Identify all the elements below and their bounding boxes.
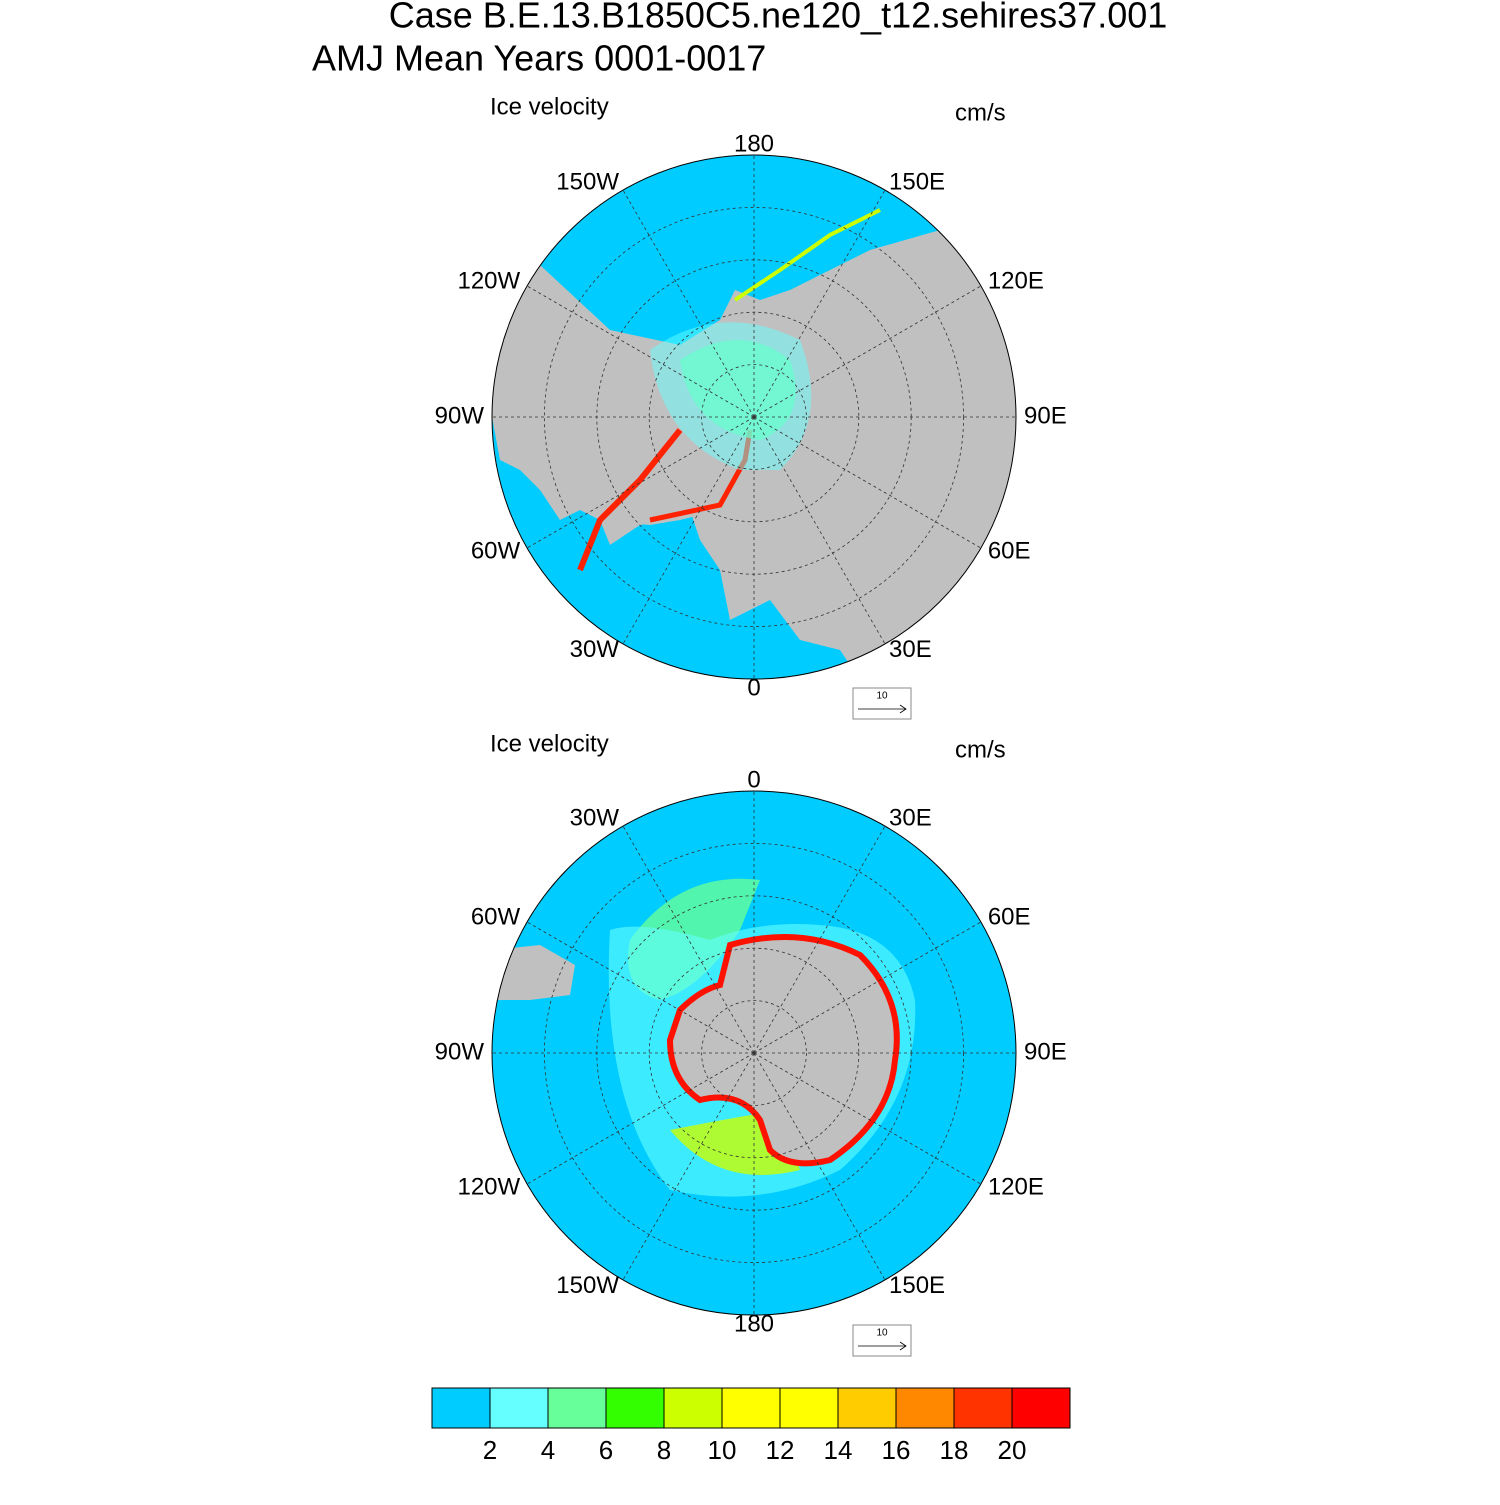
- lon-label: 120E: [988, 1173, 1044, 1200]
- graticule: 0 30E 60E 90E 120E 150E 180 150W 120W 90W 60W 30W: [435, 766, 1067, 1337]
- meridian: [753, 416, 886, 645]
- meridian: [622, 825, 755, 1054]
- meridian: [753, 1052, 982, 1185]
- meridian: [753, 825, 886, 1054]
- colorbar-label: 14: [824, 1435, 853, 1465]
- lon-label: 30W: [570, 805, 620, 832]
- meridian: [622, 1052, 755, 1281]
- latitude-ring: [544, 843, 965, 1264]
- meridian: [526, 285, 755, 418]
- colorbar-box: [895, 1387, 955, 1429]
- meridian: [526, 416, 755, 549]
- ice-field: [650, 322, 812, 470]
- meridian: [753, 416, 982, 549]
- colorbar-label: 8: [657, 1435, 671, 1465]
- units: cm/s: [955, 736, 1006, 763]
- panel-title: Ice velocity: [490, 93, 609, 120]
- lon-label: 150E: [889, 169, 945, 196]
- meridian: [622, 416, 755, 645]
- colorbar-label: 4: [541, 1435, 555, 1465]
- latitude-ring: [701, 1000, 807, 1106]
- colorbar-label: 16: [882, 1435, 911, 1465]
- lon-label: 60W: [471, 903, 521, 930]
- lon-label: 30E: [889, 805, 932, 832]
- ice-band: [577, 428, 683, 572]
- meridian: [526, 1052, 755, 1185]
- graticule: 180 150E 120E 90E 60E 30E 0 30W 60W 90W 120W 150W: [435, 130, 1067, 701]
- units: cm/s: [955, 99, 1006, 126]
- colorbar-box: [431, 1387, 491, 1429]
- meridian: [526, 921, 755, 1054]
- lon-label: 120W: [457, 1173, 520, 1200]
- colorbar-box: [663, 1387, 723, 1429]
- colorbar-box: [721, 1387, 781, 1429]
- ref-vector-box: [852, 1324, 912, 1357]
- colorbar-box: [953, 1387, 1013, 1429]
- lon-label: 150W: [556, 1272, 619, 1299]
- meridian: [753, 285, 982, 418]
- lon-label: 90E: [1024, 1038, 1067, 1065]
- title-line-2: AMJ Mean Years 0001-0017: [312, 38, 766, 79]
- colorbar-label: 18: [940, 1435, 969, 1465]
- ref-vector-box: [852, 687, 912, 720]
- meridian: [753, 921, 982, 1054]
- ref-vector-label: 10: [876, 1328, 888, 1339]
- meridian: [753, 1052, 886, 1281]
- lon-label: 90W: [435, 402, 485, 429]
- meridian: [753, 189, 886, 418]
- colorbar-label: 6: [599, 1435, 613, 1465]
- map-border: [491, 154, 1017, 680]
- south-america: [492, 945, 575, 1000]
- lon-label: 150E: [889, 1272, 945, 1299]
- colorbar-box: [1011, 1387, 1071, 1429]
- lon-label: 90W: [435, 1038, 485, 1065]
- colorbar-label: 12: [766, 1435, 795, 1465]
- lon-label: 60E: [988, 903, 1031, 930]
- lon-label: 150W: [556, 169, 619, 196]
- lon-label: 0: [747, 766, 760, 793]
- colorbar-box: [837, 1387, 897, 1429]
- lon-label: 120W: [457, 267, 520, 294]
- panel-title: Ice velocity: [490, 730, 609, 757]
- ref-vector-arrow: [858, 1341, 907, 1351]
- ref-vector-label: 10: [876, 691, 888, 702]
- colorbar-box: [489, 1387, 549, 1429]
- lon-label: 30E: [889, 636, 932, 663]
- colorbar-box: [605, 1387, 665, 1429]
- colorbar-label: 2: [483, 1435, 497, 1465]
- latitude-ring: [701, 364, 807, 470]
- lon-label: 0: [747, 674, 760, 701]
- lon-label: 30W: [570, 636, 620, 663]
- ice-band: [733, 208, 881, 302]
- lon-label: 60W: [471, 537, 521, 564]
- colorbar-label: 20: [998, 1435, 1027, 1465]
- lon-label: 90E: [1024, 402, 1067, 429]
- map-border: [491, 790, 1017, 1316]
- colorbar: 2 4 6 8 10 12 14 16 18 20: [431, 1387, 1071, 1465]
- lon-label: 60E: [988, 537, 1031, 564]
- ref-vector-arrow: [858, 704, 907, 714]
- lon-label: 120E: [988, 267, 1044, 294]
- title-line-1: Case B.E.13.B1850C5.ne120_t12.sehires37.…: [389, 0, 1168, 36]
- lon-label: 180: [734, 1310, 774, 1337]
- lon-label: 180: [734, 130, 774, 157]
- colorbar-label: 10: [708, 1435, 737, 1465]
- colorbar-box: [779, 1387, 839, 1429]
- colorbar-box: [547, 1387, 607, 1429]
- latitude-ring: [544, 206, 965, 628]
- meridian: [622, 189, 755, 418]
